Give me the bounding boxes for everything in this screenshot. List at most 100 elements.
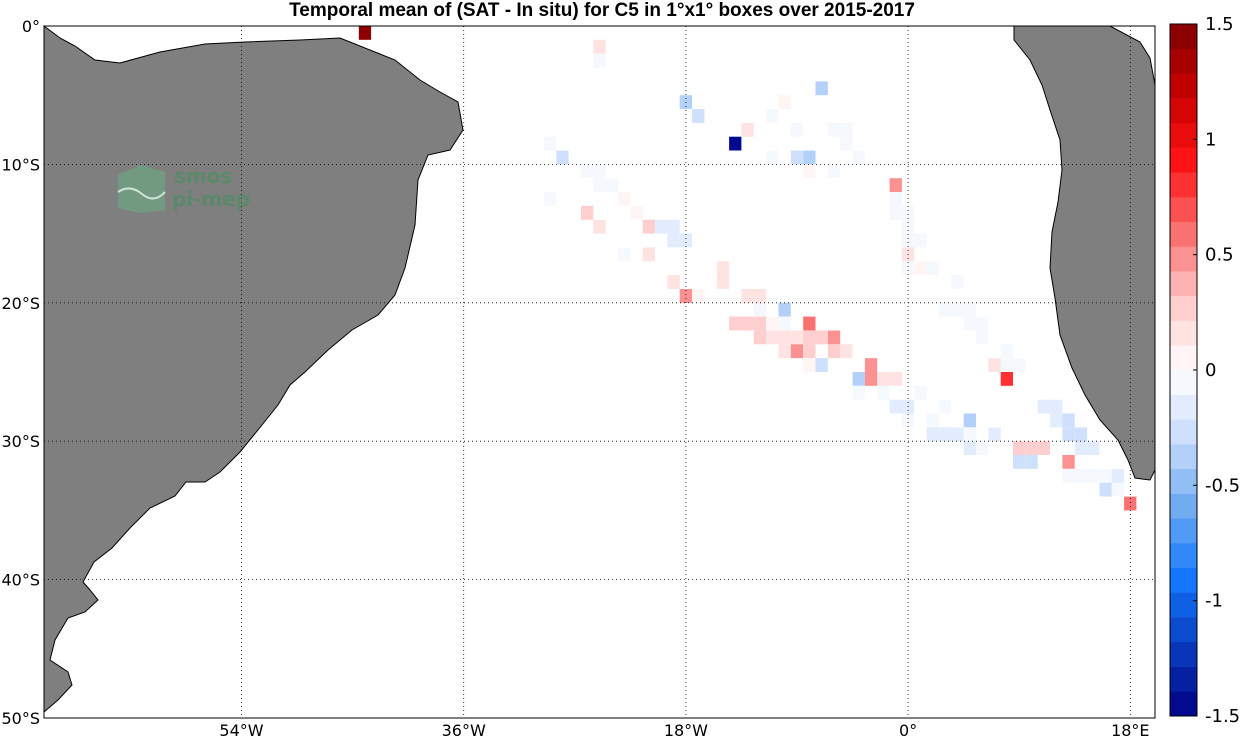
heatmap-cell xyxy=(803,344,816,359)
longitude-tick-labels: 54°W 36°W 18°W 0° 18°E xyxy=(219,721,1149,738)
heatmap-cell xyxy=(889,205,902,220)
heatmap-cell xyxy=(1062,468,1075,483)
heatmap-cell xyxy=(1013,358,1026,372)
map-plot-area: smos pi-mep xyxy=(43,25,1156,719)
heatmap-cell xyxy=(1087,441,1100,455)
colorbar-block xyxy=(1170,468,1197,494)
heatmap-cell xyxy=(753,316,767,331)
logo-wave-icon xyxy=(117,187,166,200)
heatmap-cell xyxy=(1074,441,1088,455)
heatmap-cell xyxy=(692,109,705,123)
colorbar-block xyxy=(1170,345,1197,371)
heatmap-cell xyxy=(642,247,655,262)
heatmap-cell xyxy=(667,233,680,248)
plot-frame xyxy=(43,25,1156,719)
heatmap-cell xyxy=(741,289,754,303)
lon-tick-label: 0° xyxy=(899,721,917,738)
lat-tick-label: 40°S xyxy=(1,571,40,590)
colorbar-block xyxy=(1170,246,1197,272)
heatmap-cell xyxy=(618,192,631,206)
heatmap-cell xyxy=(852,372,865,386)
lat-tick-label: 30°S xyxy=(1,432,40,451)
lon-tick-label: 54°W xyxy=(219,721,263,738)
colorbar-block xyxy=(1170,98,1197,124)
heatmap-cell xyxy=(1050,399,1063,414)
heatmap-cell xyxy=(790,150,804,165)
heatmap-cell xyxy=(827,122,841,137)
heatmap-cell xyxy=(963,441,976,455)
heatmap-cell xyxy=(939,399,952,414)
heatmap-cell xyxy=(1025,441,1038,455)
colorbar-block xyxy=(1170,221,1197,247)
heatmap-cell xyxy=(716,261,730,276)
heatmap-cell xyxy=(741,122,754,137)
heatmap-cell xyxy=(1000,372,1013,386)
colorbar-blocks xyxy=(1170,24,1197,717)
colorbar-tick-labels: 1.5 1 0.5 0 -0.5 -1 -1.5 xyxy=(1193,14,1240,727)
heatmap-cell xyxy=(815,330,828,345)
colorbar-block xyxy=(1170,147,1197,173)
colorbar-block xyxy=(1170,320,1197,346)
colorbar-tick-label: 1 xyxy=(1205,129,1216,150)
heatmap-cell xyxy=(778,330,791,345)
colorbar-tick-label: 1.5 xyxy=(1205,14,1234,35)
colorbar-block xyxy=(1170,73,1197,99)
heatmap-cell xyxy=(1074,427,1088,442)
heatmap-cell xyxy=(778,302,791,317)
heatmap-cell xyxy=(939,427,952,442)
heatmap-cell xyxy=(803,150,816,165)
heatmap-cell xyxy=(1074,468,1088,483)
colorbar-tick-label: -0.5 xyxy=(1205,475,1240,496)
logo-mark-icon xyxy=(118,165,165,213)
heatmap-cell xyxy=(939,302,952,317)
heatmap-cell xyxy=(840,344,853,359)
heatmap-cell xyxy=(581,205,594,220)
heatmap-cell xyxy=(679,289,692,303)
heatmap-cell xyxy=(593,178,606,192)
heatmap-cell xyxy=(901,261,915,276)
heatmap-cell xyxy=(790,122,804,137)
lat-tick-label: 50°S xyxy=(1,709,40,728)
heatmap-cell xyxy=(1062,455,1075,469)
heatmap-cell xyxy=(667,219,680,234)
heatmap-cell xyxy=(840,122,853,137)
heatmap-cell xyxy=(358,26,372,40)
heatmap-cell xyxy=(827,164,841,179)
heatmap-cell xyxy=(926,413,939,428)
heatmap-cell xyxy=(766,316,779,331)
heatmap-cell xyxy=(889,399,902,414)
colorbar-block xyxy=(1170,24,1197,50)
heatmap-cell xyxy=(716,275,730,289)
heatmap-cell xyxy=(840,136,853,151)
heatmap-cell xyxy=(1062,413,1075,428)
lat-tick-label: 0° xyxy=(22,17,40,36)
heatmap-cell xyxy=(963,413,976,428)
heatmap-cell xyxy=(1087,468,1100,483)
heatmap-cell xyxy=(988,358,1001,372)
heatmap-cell xyxy=(1037,441,1050,455)
heatmap-cell xyxy=(815,358,828,372)
colorbar-block xyxy=(1170,197,1197,223)
heatmap-cell xyxy=(963,302,976,317)
heatmap-cell xyxy=(544,192,557,206)
heatmap-cell xyxy=(926,261,939,276)
heatmap-cell xyxy=(766,150,779,165)
heatmap-cell xyxy=(618,247,631,262)
heatmap-cell xyxy=(852,385,865,400)
heatmap-cell xyxy=(692,289,705,303)
colorbar-block xyxy=(1170,592,1197,618)
heatmap-cell xyxy=(889,372,902,386)
lon-tick-label: 18°W xyxy=(664,721,708,738)
heatmap-cell xyxy=(630,205,643,220)
colorbar-block xyxy=(1170,493,1197,519)
logo-line1: smos xyxy=(174,164,232,188)
lon-tick-label: 36°W xyxy=(442,721,486,738)
colorbar-block xyxy=(1170,172,1197,198)
heatmap-cell xyxy=(642,219,655,234)
smos-pimep-logo: smos pi-mep xyxy=(117,164,250,213)
colorbar-block xyxy=(1170,48,1197,74)
heatmap-cell xyxy=(852,150,865,165)
heatmap-cell xyxy=(790,344,804,359)
colorbar-block xyxy=(1170,567,1197,593)
latitude-tick-labels: 0° 10°S 20°S 30°S 40°S 50°S xyxy=(1,17,40,728)
